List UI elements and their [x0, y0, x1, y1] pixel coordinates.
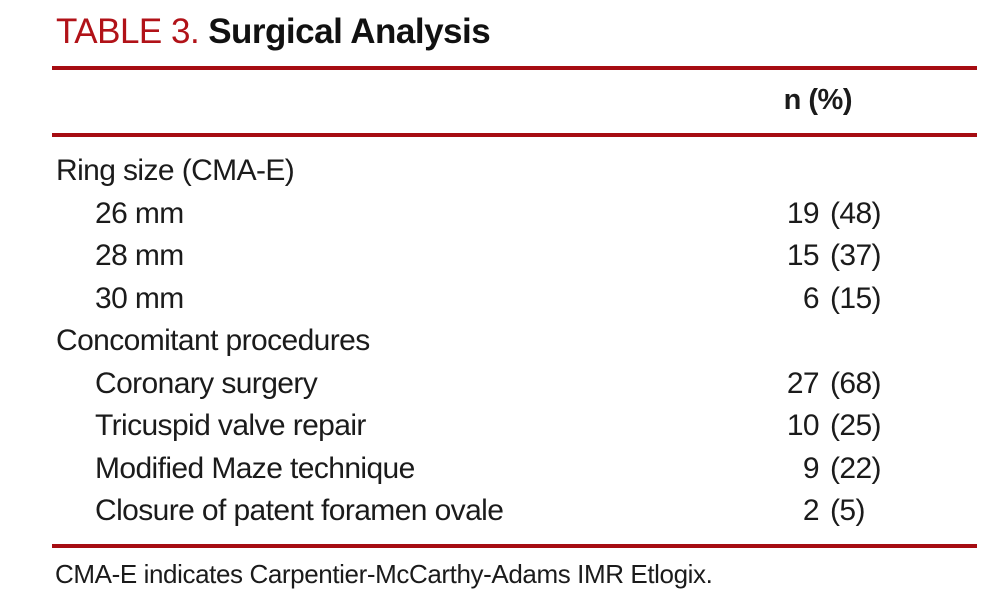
- table-row: 26 mm 19 (48): [52, 193, 977, 236]
- header-rule: [52, 133, 977, 137]
- bottom-rule: [52, 544, 977, 548]
- row-value-pct: (22): [830, 451, 882, 485]
- table-row: Modified Maze technique 9 (22): [52, 448, 977, 491]
- table-footnote: CMA-E indicates Carpentier-McCarthy-Adam…: [55, 559, 713, 589]
- row-label: Concomitant procedures: [56, 324, 370, 358]
- row-value-pct: (15): [830, 281, 882, 315]
- row-label: 26 mm: [95, 196, 184, 230]
- row-value-pct: (48): [830, 196, 882, 230]
- table-row: 30 mm 6 (15): [52, 278, 977, 321]
- row-value-n: 9: [802, 451, 820, 485]
- row-label: 28 mm: [95, 239, 184, 273]
- row-value-pct: (68): [830, 366, 882, 400]
- table-row: Ring size (CMA-E): [52, 150, 977, 193]
- column-header-row: n (%): [52, 84, 977, 117]
- row-label: Ring size (CMA-E): [56, 154, 295, 188]
- table-number-label: TABLE 3.: [56, 12, 200, 51]
- row-label: Coronary surgery: [95, 366, 318, 400]
- row-label: Closure of patent foramen ovale: [95, 494, 504, 528]
- table-caption: TABLE 3. Surgical Analysis: [56, 12, 491, 52]
- row-label: Modified Maze technique: [95, 451, 415, 485]
- row-label: 30 mm: [95, 281, 184, 315]
- row-value-n: 6: [802, 281, 820, 315]
- table-body: Ring size (CMA-E) 26 mm 19 (48) 28 mm 15 (37) 3…: [52, 137, 977, 533]
- column-header-n-pct: n (%): [783, 84, 853, 116]
- table-row: 28 mm 15 (37): [52, 235, 977, 278]
- table-row: Closure of patent foramen ovale 2 (5): [52, 490, 977, 533]
- row-value-pct: (5): [830, 494, 865, 528]
- row-label: Tricuspid valve repair: [95, 409, 366, 443]
- row-value-n: 10: [786, 409, 820, 443]
- table-row: Concomitant procedures: [52, 320, 977, 363]
- row-value-n: 2: [802, 494, 820, 528]
- row-value-pct: (37): [830, 239, 882, 273]
- row-value-n: 15: [786, 239, 820, 273]
- row-value-n: 27: [786, 366, 820, 400]
- table-title: Surgical Analysis: [208, 12, 491, 51]
- top-rule: [52, 66, 977, 70]
- table-row: Tricuspid valve repair 10 (25): [52, 405, 977, 448]
- table-row: Coronary surgery 27 (68): [52, 363, 977, 406]
- row-value-pct: (25): [830, 409, 882, 443]
- row-value-n: 19: [786, 196, 820, 230]
